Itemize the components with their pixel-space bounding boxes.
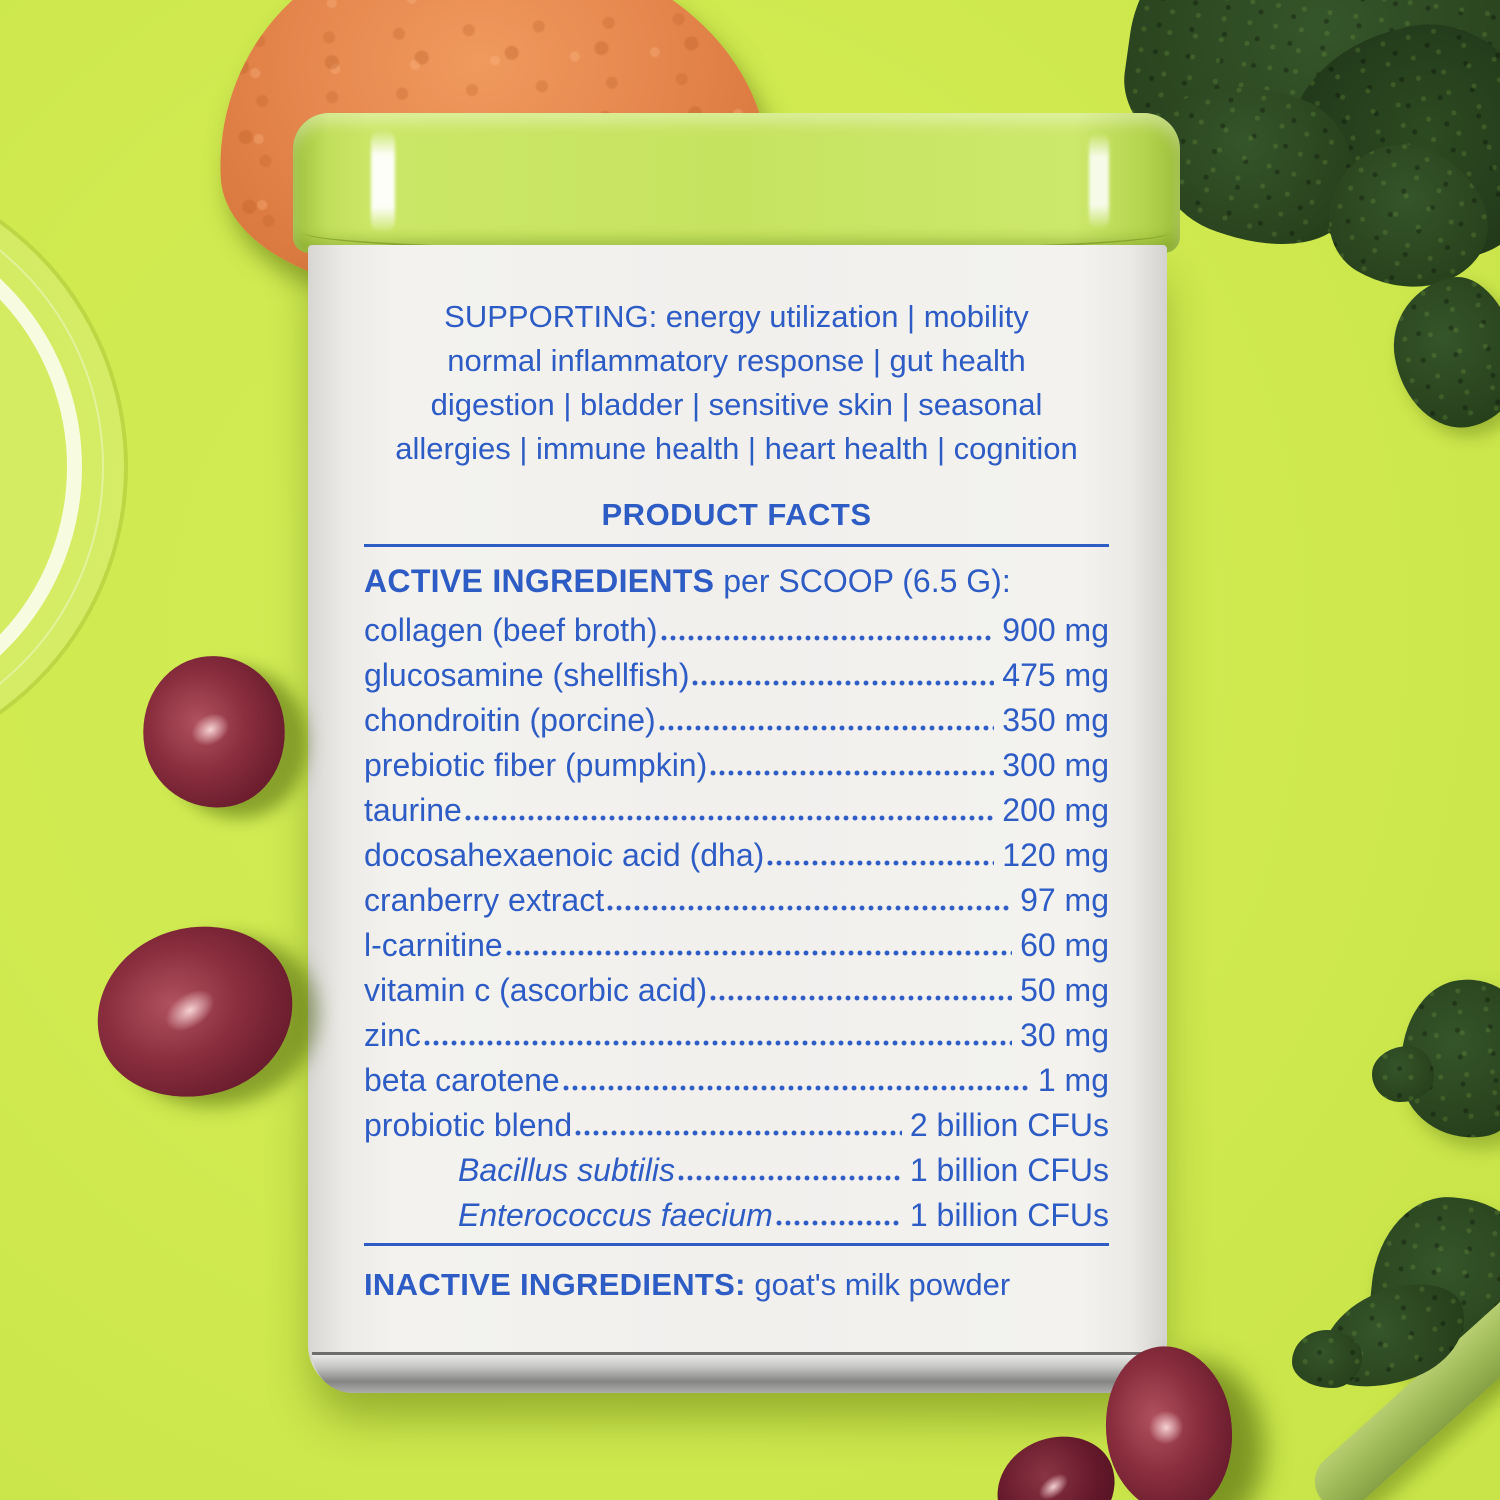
- tin-base-rim: [312, 1352, 1165, 1393]
- product-facts-title: PRODUCT FACTS: [601, 497, 872, 532]
- ingredient-name: vitamin c (ascorbic acid): [364, 972, 708, 1008]
- ingredient-amount: 1 billion CFUs: [909, 1197, 1109, 1233]
- lid-highlight: [1089, 133, 1109, 229]
- ingredient-row: prebiotic fiber (pumpkin) 300 mg: [364, 740, 1109, 785]
- ingredient-row: probiotic blend 2 billion CFUs: [364, 1100, 1109, 1145]
- ingredient-row: Enterococcus faecium 1 billion CFUs: [364, 1190, 1109, 1235]
- dotted-leader: [775, 1190, 902, 1235]
- dotted-leader: [562, 1055, 1030, 1100]
- ingredient-row: l-carnitine 60 mg: [364, 920, 1109, 965]
- supporting-line: SUPPORTING: energy utilization | mobilit…: [444, 299, 1029, 334]
- ingredient-name: l-carnitine: [364, 927, 503, 963]
- ingredient-amount: 60 mg: [1020, 927, 1109, 963]
- kale-stem-leaf: [1292, 1330, 1362, 1388]
- kale-leaf-right-middle: [1372, 1046, 1434, 1102]
- ingredient-amount: 50 mg: [1020, 972, 1109, 1008]
- ingredient-row: Bacillus subtilis 1 billion CFUs: [364, 1145, 1109, 1190]
- glass-dish: [0, 163, 128, 771]
- ingredient-name: beta carotene: [364, 1062, 560, 1098]
- dotted-leader: [710, 740, 995, 785]
- ingredient-name: collagen (beef broth): [364, 612, 658, 648]
- dotted-leader: [710, 965, 1013, 1010]
- ingredient-amount: 200 mg: [1002, 792, 1109, 828]
- kale-leaf-right-upper: [1382, 268, 1500, 438]
- dotted-leader: [660, 605, 995, 650]
- ingredient-amount: 475 mg: [1002, 657, 1109, 693]
- dotted-leader: [607, 875, 1013, 920]
- dotted-leader: [767, 830, 995, 875]
- dotted-leader: [677, 1145, 902, 1190]
- supporting-line: digestion | bladder | sensitive skin | s…: [430, 387, 1043, 422]
- divider-line: [364, 1243, 1109, 1246]
- supporting-line: normal inflammatory response | gut healt…: [447, 343, 1026, 378]
- ingredient-name: zinc: [364, 1017, 421, 1053]
- dotted-leader: [423, 1010, 1013, 1055]
- tin-lid: [293, 113, 1180, 253]
- ingredient-amount: 2 billion CFUs: [909, 1107, 1109, 1143]
- ingredient-name: glucosamine (shellfish): [364, 657, 690, 693]
- ingredient-name: taurine: [364, 792, 462, 828]
- dotted-leader: [692, 650, 995, 695]
- lid-highlight: [371, 129, 395, 233]
- divider-line: [364, 544, 1109, 547]
- ingredient-amount: 120 mg: [1002, 837, 1109, 873]
- ingredient-name: cranberry extract: [364, 882, 605, 918]
- active-ingredients-header-rest: per SCOOP (6.5 G):: [714, 563, 1011, 599]
- ingredient-amount: 1 mg: [1037, 1062, 1109, 1098]
- supporting-line: allergies | immune health | heart health…: [395, 431, 1078, 466]
- ingredient-name: chondroitin (porcine): [364, 702, 656, 738]
- ingredient-name: prebiotic fiber (pumpkin): [364, 747, 708, 783]
- ingredient-row: beta carotene 1 mg: [364, 1055, 1109, 1100]
- inactive-ingredients-rest: goat's milk powder: [745, 1267, 1011, 1302]
- ingredient-name: docosahexaenoic acid (dha): [364, 837, 765, 873]
- inactive-ingredients: INACTIVE INGREDIENTS: goat's milk powder: [364, 1267, 1109, 1303]
- ingredient-amount: 1 billion CFUs: [909, 1152, 1109, 1188]
- dotted-leader: [464, 785, 995, 830]
- ingredient-row: collagen (beef broth) 900 mg: [364, 605, 1109, 650]
- ingredient-row: chondroitin (porcine) 350 mg: [364, 695, 1109, 740]
- ingredient-amount: 900 mg: [1002, 612, 1109, 648]
- ingredient-row: glucosamine (shellfish) 475 mg: [364, 650, 1109, 695]
- ingredient-row: zinc 30 mg: [364, 1010, 1109, 1055]
- cranberry: [76, 903, 314, 1121]
- ingredient-name: probiotic blend: [364, 1107, 573, 1143]
- inactive-ingredients-bold: INACTIVE INGREDIENTS:: [364, 1267, 746, 1302]
- ingredient-amount: 300 mg: [1002, 747, 1109, 783]
- ingredient-list: collagen (beef broth) 900 mg glucosamine…: [364, 605, 1109, 1235]
- ingredient-amount: 350 mg: [1002, 702, 1109, 738]
- cranberry: [130, 644, 298, 820]
- active-ingredients-header-bold: ACTIVE INGREDIENTS: [364, 563, 715, 599]
- ingredient-row: vitamin c (ascorbic acid) 50 mg: [364, 965, 1109, 1010]
- dotted-leader: [505, 920, 1013, 965]
- ingredient-amount: 30 mg: [1020, 1017, 1109, 1053]
- supporting-claims: SUPPORTING: energy utilization | mobilit…: [364, 295, 1109, 471]
- product-label: SUPPORTING: energy utilization | mobilit…: [364, 245, 1109, 1393]
- supplement-tin: SUPPORTING: energy utilization | mobilit…: [293, 113, 1180, 1393]
- tin-body: SUPPORTING: energy utilization | mobilit…: [308, 245, 1167, 1393]
- ingredient-row: taurine 200 mg: [364, 785, 1109, 830]
- ingredient-row: cranberry extract 97 mg: [364, 875, 1109, 920]
- ingredient-name: Bacillus subtilis: [458, 1152, 675, 1188]
- dotted-leader: [575, 1100, 902, 1145]
- ingredient-name: Enterococcus faecium: [458, 1197, 773, 1233]
- ingredient-row: docosahexaenoic acid (dha) 120 mg: [364, 830, 1109, 875]
- ingredient-amount: 97 mg: [1020, 882, 1109, 918]
- active-ingredients-header: ACTIVE INGREDIENTS per SCOOP (6.5 G):: [364, 563, 1109, 600]
- dotted-leader: [658, 695, 995, 740]
